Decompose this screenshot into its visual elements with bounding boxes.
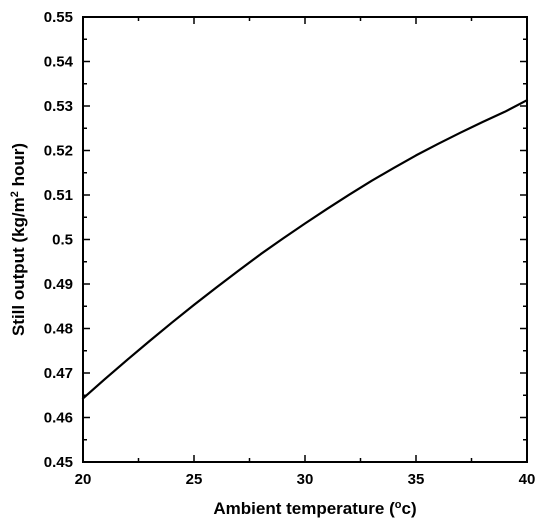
y-tick-label: 0.52 <box>44 143 73 160</box>
y-axis-title-tail: hour) <box>9 143 28 191</box>
y-tick-label: 0.46 <box>44 410 73 427</box>
y-axis-title-sup: 2 <box>9 191 21 197</box>
series-group <box>81 99 529 400</box>
y-tick-label: 0.53 <box>44 98 73 115</box>
y-tick-label: 0.51 <box>44 187 73 204</box>
x-tick-label: 35 <box>408 471 425 488</box>
y-ticks: 0.45 0.46 0.47 0.48 0.49 0.5 0.51 0.52 0.53 0.54 0… <box>44 9 527 471</box>
plot-frame <box>82 16 528 463</box>
series-line <box>81 99 529 400</box>
x-axis-title: Ambient temperature (oc) <box>213 499 416 518</box>
y-tick-label: 0.54 <box>44 54 74 71</box>
x-tick-label: 25 <box>186 471 203 488</box>
y-tick-label: 0.47 <box>44 365 73 382</box>
y-axis-title: Still output (kg/m2 hour) <box>9 143 28 336</box>
y-axis-title-text: Still output (kg/m <box>9 197 28 336</box>
y-tick-label: 0.45 <box>44 454 73 471</box>
y-tick-label: 0.5 <box>52 232 73 249</box>
x-axis-title-tail: c) <box>401 499 416 518</box>
x-tick-label: 20 <box>75 471 92 488</box>
y-tick-label: 0.48 <box>44 321 73 338</box>
y-tick-label: 0.49 <box>44 276 73 293</box>
x-tick-label: 30 <box>297 471 314 488</box>
x-tick-label: 40 <box>519 471 536 488</box>
y-tick-label: 0.55 <box>44 9 73 26</box>
x-ticks: 20 25 30 35 40 <box>75 17 536 488</box>
x-axis-title-text: Ambient temperature ( <box>213 499 395 518</box>
x-axis-title-sup: o <box>395 499 402 511</box>
